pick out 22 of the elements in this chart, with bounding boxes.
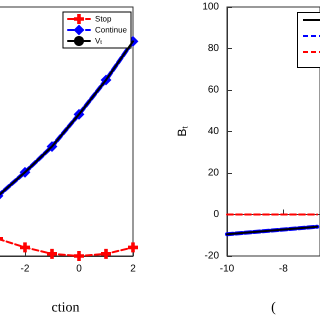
x-tick-label: 2 bbox=[130, 264, 136, 274]
x-axis-title: ction bbox=[52, 300, 80, 316]
y-tick-label: 80 bbox=[208, 43, 220, 54]
point bbox=[128, 242, 138, 252]
x-tick-label: -8 bbox=[278, 264, 288, 274]
y-tick-label: 20 bbox=[208, 168, 220, 178]
point bbox=[101, 248, 111, 259]
point bbox=[74, 251, 84, 261]
y-tick-label: 0 bbox=[213, 209, 220, 220]
point bbox=[20, 242, 30, 252]
y-tick-label: 100 bbox=[202, 2, 220, 12]
x-tick-label: -2 bbox=[20, 264, 30, 274]
y-tick-label: -20 bbox=[204, 250, 220, 262]
y-tick-label: 60 bbox=[208, 84, 220, 96]
point bbox=[47, 248, 57, 259]
x-tick-label: -10 bbox=[220, 264, 235, 274]
y-axis-title: Bt bbox=[175, 126, 190, 137]
legend-label: Continue bbox=[94, 26, 128, 34]
y-tick-label: 40 bbox=[208, 126, 220, 137]
x-tick-label: 0 bbox=[76, 264, 82, 274]
x-axis-title: ( bbox=[271, 300, 276, 316]
legend-label: Stop bbox=[94, 14, 112, 24]
